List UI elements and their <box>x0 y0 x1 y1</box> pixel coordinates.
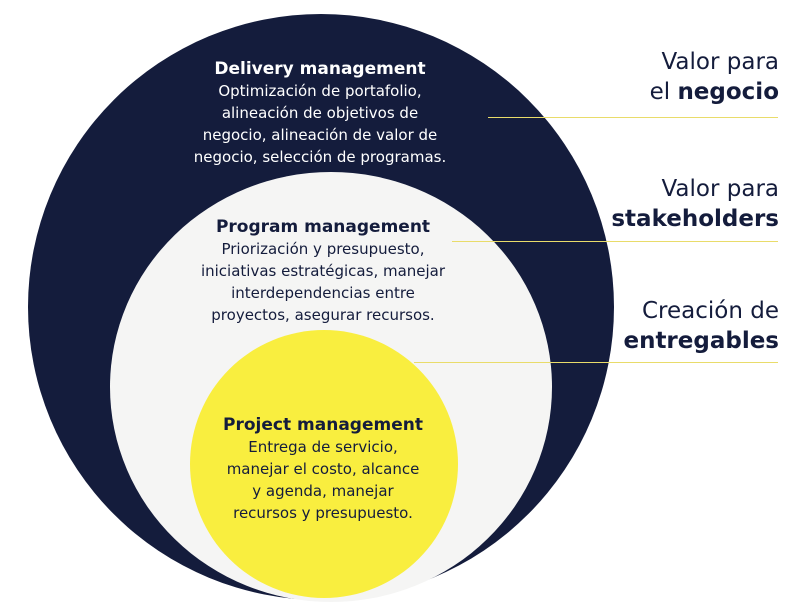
delivery-management-title: Delivery management <box>214 59 426 79</box>
program-management-description: Priorización y presupuesto, iniciativas … <box>200 240 446 324</box>
business-value-label: Valor para el negocio <box>650 47 779 107</box>
deliverables-emphasis: entregables <box>623 328 779 354</box>
program-management-title: Program management <box>215 217 431 237</box>
delivery-management-description: Optimización de portafolio, alineación d… <box>193 82 447 166</box>
project-management-description: Entrega de servicio, manejar el costo, a… <box>226 438 420 522</box>
stakeholder-value-emphasis: stakeholders <box>611 206 779 232</box>
deliverables-label: Creación de entregables <box>623 296 779 356</box>
delivery-management-block: Delivery management Optimización de port… <box>160 58 480 168</box>
project-management-title: Project management <box>223 415 423 435</box>
project-management-circle <box>190 330 458 598</box>
program-management-block: Program management Priorización y presup… <box>170 216 476 326</box>
stakeholder-value-label: Valor para stakeholders <box>611 174 779 234</box>
deliverables-line1: Creación de <box>641 298 779 324</box>
business-value-prefix: el <box>649 79 678 105</box>
deliverables-connector <box>414 362 778 363</box>
stakeholder-value-line1: Valor para <box>661 176 779 202</box>
business-value-line1: Valor para <box>661 49 779 75</box>
stakeholder-value-connector <box>452 241 778 242</box>
project-management-block: Project management Entrega de servicio, … <box>205 414 441 524</box>
business-value-connector <box>488 117 778 118</box>
business-value-line2: el negocio <box>650 77 779 107</box>
business-value-emphasis: negocio <box>677 79 779 105</box>
